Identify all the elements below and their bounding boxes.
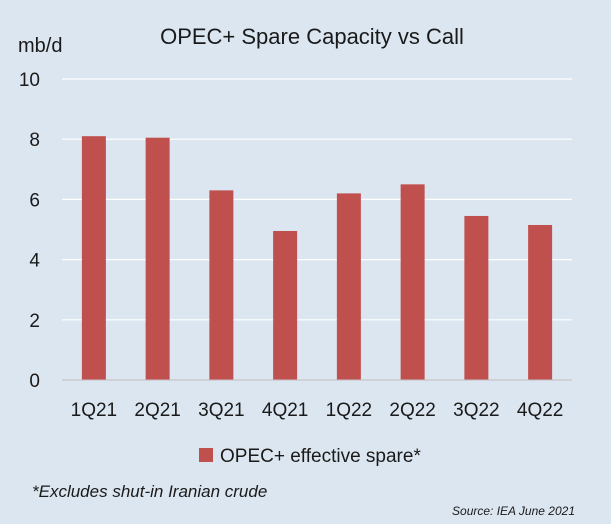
y-tick-label: 8: [29, 130, 40, 151]
bar-1q22: [336, 193, 361, 380]
x-tick-label: 4Q22: [517, 400, 563, 421]
legend-swatch: [199, 448, 213, 462]
y-axis-ticks: 0 2 4 6 8 10: [19, 70, 41, 392]
bars: [81, 136, 553, 380]
x-tick-label: 3Q22: [453, 400, 499, 421]
footnote: *Excludes shut-in Iranian crude: [32, 482, 267, 501]
x-tick-label: 3Q21: [198, 400, 244, 421]
bar-4q22: [528, 224, 553, 380]
x-axis-ticks: 1Q21 2Q21 3Q21 4Q21 1Q22 2Q22 3Q22 4Q22: [71, 400, 564, 421]
bar-2q22: [400, 184, 425, 380]
x-tick-label: 1Q22: [326, 400, 372, 421]
bar-2q21: [145, 137, 170, 380]
bar-1q21: [81, 136, 106, 380]
y-tick-label: 0: [29, 371, 40, 392]
source-note: Source: IEA June 2021: [452, 504, 575, 518]
y-tick-label: 6: [29, 190, 40, 211]
y-tick-label: 4: [29, 251, 40, 272]
legend-label: OPEC+ effective spare*: [220, 446, 421, 467]
y-tick-label: 10: [19, 70, 40, 91]
x-tick-label: 2Q22: [389, 400, 435, 421]
x-tick-label: 1Q21: [71, 400, 117, 421]
legend: OPEC+ effective spare*: [199, 446, 421, 467]
y-axis-unit: mb/d: [18, 35, 62, 57]
bar-3q22: [464, 215, 489, 380]
bar-3q21: [209, 190, 234, 380]
x-tick-label: 2Q21: [134, 400, 180, 421]
y-tick-label: 2: [29, 311, 40, 332]
gridlines: [62, 78, 572, 321]
x-tick-label: 4Q21: [262, 400, 308, 421]
chart-title: OPEC+ Spare Capacity vs Call: [160, 24, 464, 49]
bar-4q21: [273, 231, 298, 380]
